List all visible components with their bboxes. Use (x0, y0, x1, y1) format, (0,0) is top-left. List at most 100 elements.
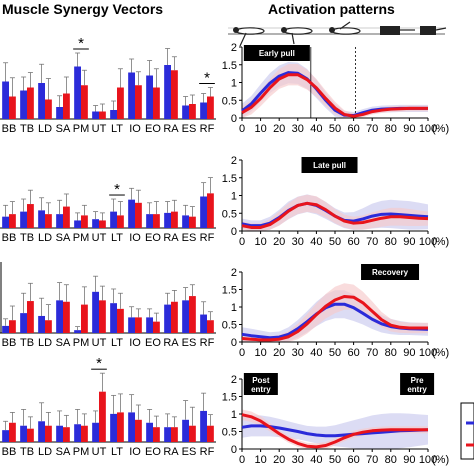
x-tick-label: 90 (403, 236, 415, 248)
bar-blue-UT (92, 422, 99, 442)
bar-red-RF (207, 96, 214, 119)
category-label-UT: UT (92, 337, 107, 349)
bar-blue-RA (164, 427, 171, 442)
bar-red-PM (81, 425, 88, 442)
y-tick-label: 1.5 (222, 60, 237, 72)
category-label-LT: LT (111, 123, 123, 135)
bar-red-BB (9, 214, 16, 228)
category-label-PM: PM (73, 232, 90, 244)
swimmer-figure-5 (420, 26, 447, 35)
category-label-RF: RF (200, 123, 215, 135)
category-label-BB: BB (2, 446, 17, 458)
bar-blue-LD (38, 315, 45, 333)
bar-red-SA (63, 427, 70, 442)
bar-red-TB (27, 87, 34, 119)
category-label-IO: IO (129, 337, 141, 349)
bar-red-PM (81, 215, 88, 228)
bar-blue-EO (146, 75, 153, 119)
bar-blue-LT (110, 211, 117, 228)
line-chart-3: 00.511.520 10 20 30 40 50 60 70 80 90 100(%)Recove… (222, 264, 449, 359)
bar-blue-ES (182, 300, 189, 333)
bar-red-LT (117, 87, 124, 119)
category-label-IO: IO (129, 446, 141, 458)
bar-red-EO (153, 321, 160, 333)
bar-red-RA (171, 427, 178, 442)
category-label-PM: PM (73, 337, 90, 349)
category-label-SA: SA (56, 337, 71, 349)
category-label-ES: ES (182, 123, 197, 135)
category-label-BB: BB (2, 232, 17, 244)
x-tick-label: 0 (239, 454, 245, 466)
y-tick-label: 0.5 (222, 208, 237, 220)
category-label-RF: RF (200, 446, 215, 458)
phase-tag-bg (301, 157, 358, 173)
phase-tag-label: Post (252, 376, 270, 385)
x-tick-label: 90 (403, 123, 415, 135)
bar-red-IO (135, 317, 142, 333)
bar-red-ES (189, 296, 196, 333)
bar-red-LD (45, 320, 52, 333)
bar-red-LT (117, 412, 124, 442)
bar-blue-TB (20, 211, 27, 228)
y-tick-label: 0 (231, 337, 237, 349)
bar-blue-RA (164, 65, 171, 119)
y-tick-label: 1 (231, 191, 237, 203)
bar-chart-2: BB TB LD SA PM UT LT IO EO RA ES RF * (0, 177, 216, 244)
phase-tag-bg (243, 45, 310, 61)
bar-blue-LT (110, 413, 117, 442)
category-label-UT: UT (92, 123, 107, 135)
line-chart-1: 00.511.520 10 20 30 40 50 60 70 80 90 100(%)Early … (222, 42, 449, 135)
sd-band-red (242, 64, 428, 118)
phase-tag-bg (400, 373, 435, 395)
bar-red-SA (63, 301, 70, 333)
significance-asterisk: * (204, 70, 210, 87)
bar-blue-LD (38, 421, 45, 442)
bar-red-IO (135, 202, 142, 228)
phase-tag-label: Recovery (372, 268, 409, 277)
swimmer-illustration (228, 21, 447, 47)
bar-red-LD (45, 425, 52, 442)
mean-line-red (241, 295, 428, 342)
category-label-EO: EO (145, 123, 161, 135)
bar-blue-UT (92, 291, 99, 333)
bar-blue-ES (182, 105, 189, 119)
bar-blue-SA (56, 214, 63, 228)
y-tick-label: 1 (231, 409, 237, 421)
category-label-ES: ES (182, 337, 197, 349)
category-label-UT: UT (92, 446, 107, 458)
bar-blue-SA (56, 107, 63, 119)
x-tick-label: 60 (347, 454, 359, 466)
bar-red-TB (27, 428, 34, 442)
x-unit-label: (%) (432, 236, 449, 248)
legend-fragment (460, 402, 474, 460)
y-tick-label: 1 (231, 302, 237, 314)
bar-red-UT (99, 220, 106, 228)
category-label-TB: TB (20, 337, 34, 349)
x-tick-label: 70 (366, 347, 378, 359)
swimmer-figure-3 (329, 21, 361, 35)
x-tick-label: 70 (366, 236, 378, 248)
y-tick-label: 0 (231, 113, 237, 125)
x-tick-label: 0 (239, 347, 245, 359)
x-unit-label: (%) (432, 123, 449, 135)
significance-asterisk: * (114, 181, 120, 198)
bar-blue-LT (110, 303, 117, 333)
bar-red-BB (9, 320, 16, 333)
category-label-SA: SA (56, 123, 71, 135)
x-tick-label: 80 (385, 236, 397, 248)
bar-red-SA (63, 93, 70, 119)
bar-red-EO (153, 427, 160, 442)
bar-red-RF (207, 425, 214, 442)
bar-blue-PM (74, 424, 81, 442)
category-label-IO: IO (129, 123, 141, 135)
x-tick-label: 60 (347, 347, 359, 359)
bar-blue-RF (200, 410, 207, 442)
x-tick-label: 50 (329, 236, 341, 248)
sd-band-blue (242, 290, 428, 342)
bar-red-LD (45, 99, 52, 119)
bar-red-IO (135, 419, 142, 442)
category-label-LD: LD (38, 123, 52, 135)
y-tick-label: 0.5 (222, 427, 237, 439)
y-tick-label: 2 (231, 155, 237, 167)
x-tick-label: 100 (419, 454, 437, 466)
